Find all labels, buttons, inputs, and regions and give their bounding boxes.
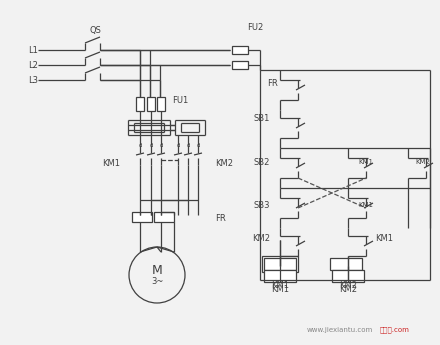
Bar xyxy=(332,270,364,282)
Bar xyxy=(147,97,155,111)
Text: 接线图.com: 接线图.com xyxy=(380,327,410,333)
Text: SB2: SB2 xyxy=(253,158,270,167)
Text: KM1: KM1 xyxy=(358,202,373,208)
Text: KM2: KM2 xyxy=(215,158,233,168)
Text: KM2: KM2 xyxy=(415,159,430,165)
Text: d: d xyxy=(138,142,142,148)
Text: KM1: KM1 xyxy=(375,234,393,243)
Text: d: d xyxy=(149,142,153,148)
Text: M: M xyxy=(152,264,162,276)
Text: d: d xyxy=(186,142,190,148)
Bar xyxy=(264,270,296,282)
Text: KM1: KM1 xyxy=(271,280,289,289)
Bar xyxy=(132,212,152,222)
Bar xyxy=(136,97,144,111)
Text: KM2: KM2 xyxy=(339,286,357,295)
Text: KM1: KM1 xyxy=(358,159,373,165)
Text: L1: L1 xyxy=(28,46,38,55)
Text: d: d xyxy=(196,142,200,148)
Text: KM1: KM1 xyxy=(271,286,289,295)
Bar xyxy=(330,258,362,270)
Text: KM2: KM2 xyxy=(339,280,357,289)
Text: FR: FR xyxy=(215,214,226,223)
Text: d: d xyxy=(159,142,163,148)
Bar xyxy=(157,97,165,111)
Text: FU1: FU1 xyxy=(172,96,188,105)
Bar xyxy=(232,61,248,69)
Text: FU2: FU2 xyxy=(247,22,263,31)
Text: 3~: 3~ xyxy=(151,276,163,286)
Bar xyxy=(264,258,296,270)
Bar xyxy=(262,256,298,272)
Bar xyxy=(232,46,248,54)
Text: KM2: KM2 xyxy=(252,234,270,243)
Text: SB3: SB3 xyxy=(253,200,270,209)
Text: L3: L3 xyxy=(28,76,38,85)
Text: FR: FR xyxy=(267,79,278,88)
Text: KM1: KM1 xyxy=(102,158,120,168)
Text: SB1: SB1 xyxy=(253,114,270,122)
Bar xyxy=(154,212,174,222)
Text: QS: QS xyxy=(89,26,101,34)
Text: www.jiexiantu.com: www.jiexiantu.com xyxy=(307,327,373,333)
Text: L2: L2 xyxy=(28,60,38,69)
Text: d: d xyxy=(176,142,180,148)
